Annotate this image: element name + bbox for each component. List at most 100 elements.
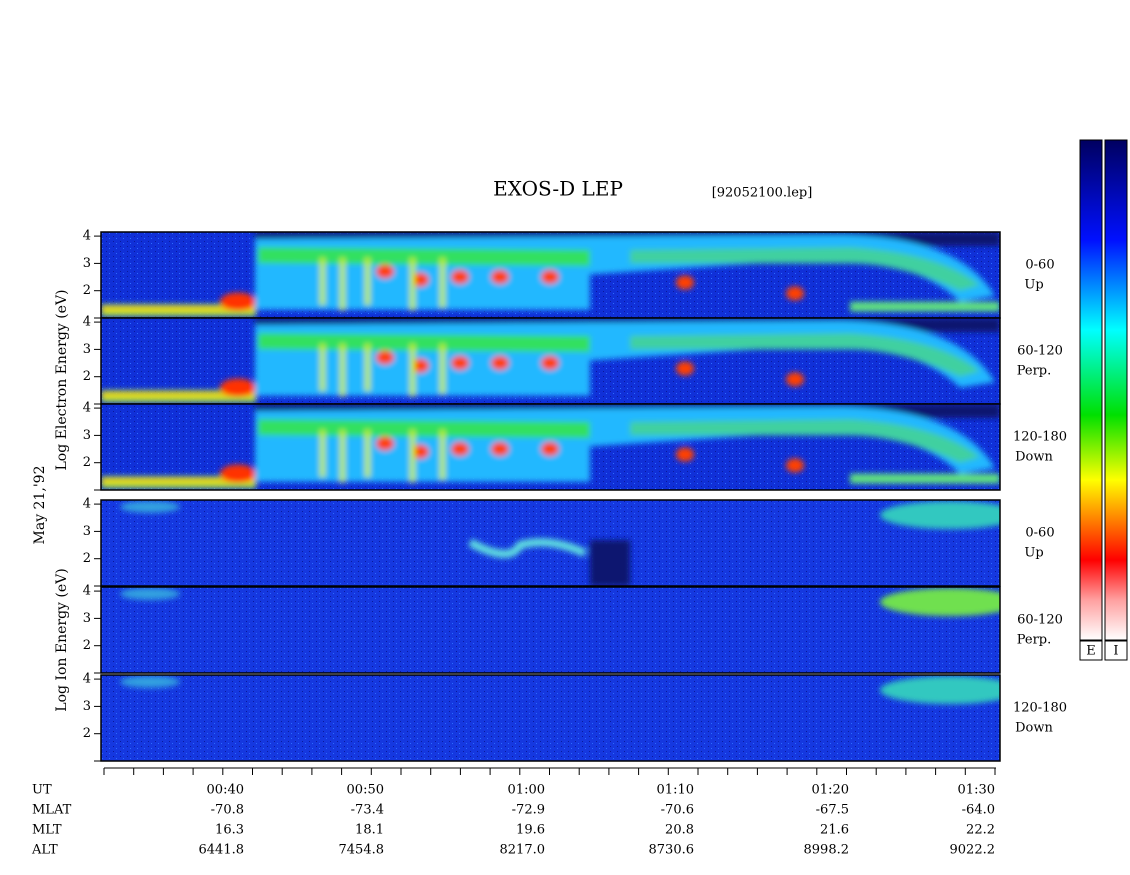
streak (440, 429, 445, 480)
hot-spot (491, 356, 509, 371)
orbit-value: 21.6 (820, 823, 849, 838)
hot-spot (541, 270, 559, 285)
low-band-core (101, 478, 256, 484)
file-name: [92052100.lep] (712, 186, 813, 201)
orbit-value: 18.1 (355, 823, 384, 838)
orbit-value: 8217.0 (500, 843, 546, 858)
color-bar-label: E (1086, 644, 1096, 659)
orbit-value: 00:50 (347, 783, 384, 798)
spectrogram (101, 587, 1000, 673)
color-bar-box (1079, 640, 1103, 661)
orbit-row-label: MLT (32, 823, 62, 838)
orbit-value: 01:10 (657, 783, 694, 798)
orbit-value: 01:00 (508, 783, 545, 798)
hot-spot (491, 442, 509, 457)
orbit-value: 19.6 (516, 823, 545, 838)
y-axis-label: Log Ion Energy (eV) (54, 568, 70, 711)
orbit-value: 9022.2 (950, 843, 996, 858)
low-band-core (101, 306, 256, 312)
ion-blob (120, 587, 180, 600)
channel-direction: Down (1015, 450, 1053, 465)
hot-spot (220, 378, 256, 397)
orbit-row-label: MLAT (32, 803, 72, 818)
hot-spot (376, 436, 394, 451)
features (101, 232, 1000, 317)
panel-frame (100, 499, 1001, 587)
hot-spot (411, 272, 429, 287)
color-bar-box (1104, 640, 1128, 661)
color-bar (1104, 139, 1128, 641)
ion-blob (120, 675, 180, 688)
orbit-value: -64.0 (962, 803, 995, 818)
hot-spot (786, 372, 804, 387)
features (120, 500, 1000, 586)
color-bar (1079, 139, 1103, 641)
orbit-value: 20.8 (665, 823, 694, 838)
channel-angle: 60-120 (1017, 344, 1063, 359)
spectrogram (101, 318, 1000, 404)
low-band (850, 473, 1000, 484)
orbit-row-label: UT (32, 783, 52, 798)
hot-spot (411, 358, 429, 373)
y-tick-label: 2 (83, 369, 91, 384)
y-tick-label: 2 (83, 551, 91, 566)
streak (440, 343, 445, 394)
main-band-2 (630, 419, 980, 463)
ion-blob (880, 588, 1000, 617)
orbit-value: -70.6 (661, 803, 694, 818)
streak (320, 429, 325, 478)
main-band (258, 247, 590, 267)
y-tick-label: 3 (83, 428, 91, 443)
channel-angle: 120-180 (1013, 430, 1067, 445)
channel-angle: 60-120 (1017, 613, 1063, 628)
ion-blob (880, 501, 1000, 530)
streak (320, 257, 325, 306)
channel-angle: 0-60 (1025, 526, 1054, 541)
orbit-value: 22.2 (966, 823, 995, 838)
hot-spot (541, 356, 559, 371)
noise (101, 675, 1000, 761)
y-tick-label: 4 (83, 672, 91, 687)
y-tick-label: 3 (83, 611, 91, 626)
hot-spot (786, 458, 804, 473)
title: EXOS-D LEP (493, 177, 623, 201)
orbit-value: 16.3 (215, 823, 244, 838)
streak (365, 429, 370, 478)
streak (340, 343, 345, 397)
y-tick-label: 3 (83, 699, 91, 714)
streak (440, 257, 445, 308)
color-bar-label: I (1113, 644, 1118, 659)
streak (410, 429, 415, 483)
channel-direction: Up (1024, 546, 1043, 561)
spectrogram (101, 232, 1000, 318)
y-tick-label: 4 (83, 401, 91, 416)
orbit-value: 8998.2 (804, 843, 850, 858)
channel-direction: Down (1015, 721, 1053, 736)
channel-angle: 120-180 (1013, 701, 1067, 716)
panel-frame (100, 586, 1001, 674)
y-axis-label: Log Electron Energy (eV) (54, 289, 70, 470)
streak (320, 343, 325, 392)
ion-arc (468, 538, 587, 558)
channel-angle: 0-60 (1025, 258, 1054, 273)
hot-spot (541, 442, 559, 457)
orbit-value: -73.4 (351, 803, 384, 818)
y-tick-label: 3 (83, 342, 91, 357)
hot-spot (676, 447, 694, 462)
channel-direction: Perp. (1017, 633, 1052, 648)
y-tick-label: 4 (83, 315, 91, 330)
orbit-value: 01:20 (812, 783, 849, 798)
main-band-2 (630, 333, 980, 377)
main-band (258, 333, 590, 353)
hot-spot (451, 356, 469, 371)
hot-spot (786, 286, 804, 301)
main-band-2 (630, 247, 980, 291)
hot-spot (220, 292, 256, 311)
hot-spot (220, 464, 256, 483)
channel-direction: Perp. (1017, 364, 1052, 379)
orbit-value: 6441.8 (199, 843, 245, 858)
low-band (850, 301, 1000, 312)
orbit-value: -67.5 (816, 803, 849, 818)
main-band (258, 419, 590, 439)
